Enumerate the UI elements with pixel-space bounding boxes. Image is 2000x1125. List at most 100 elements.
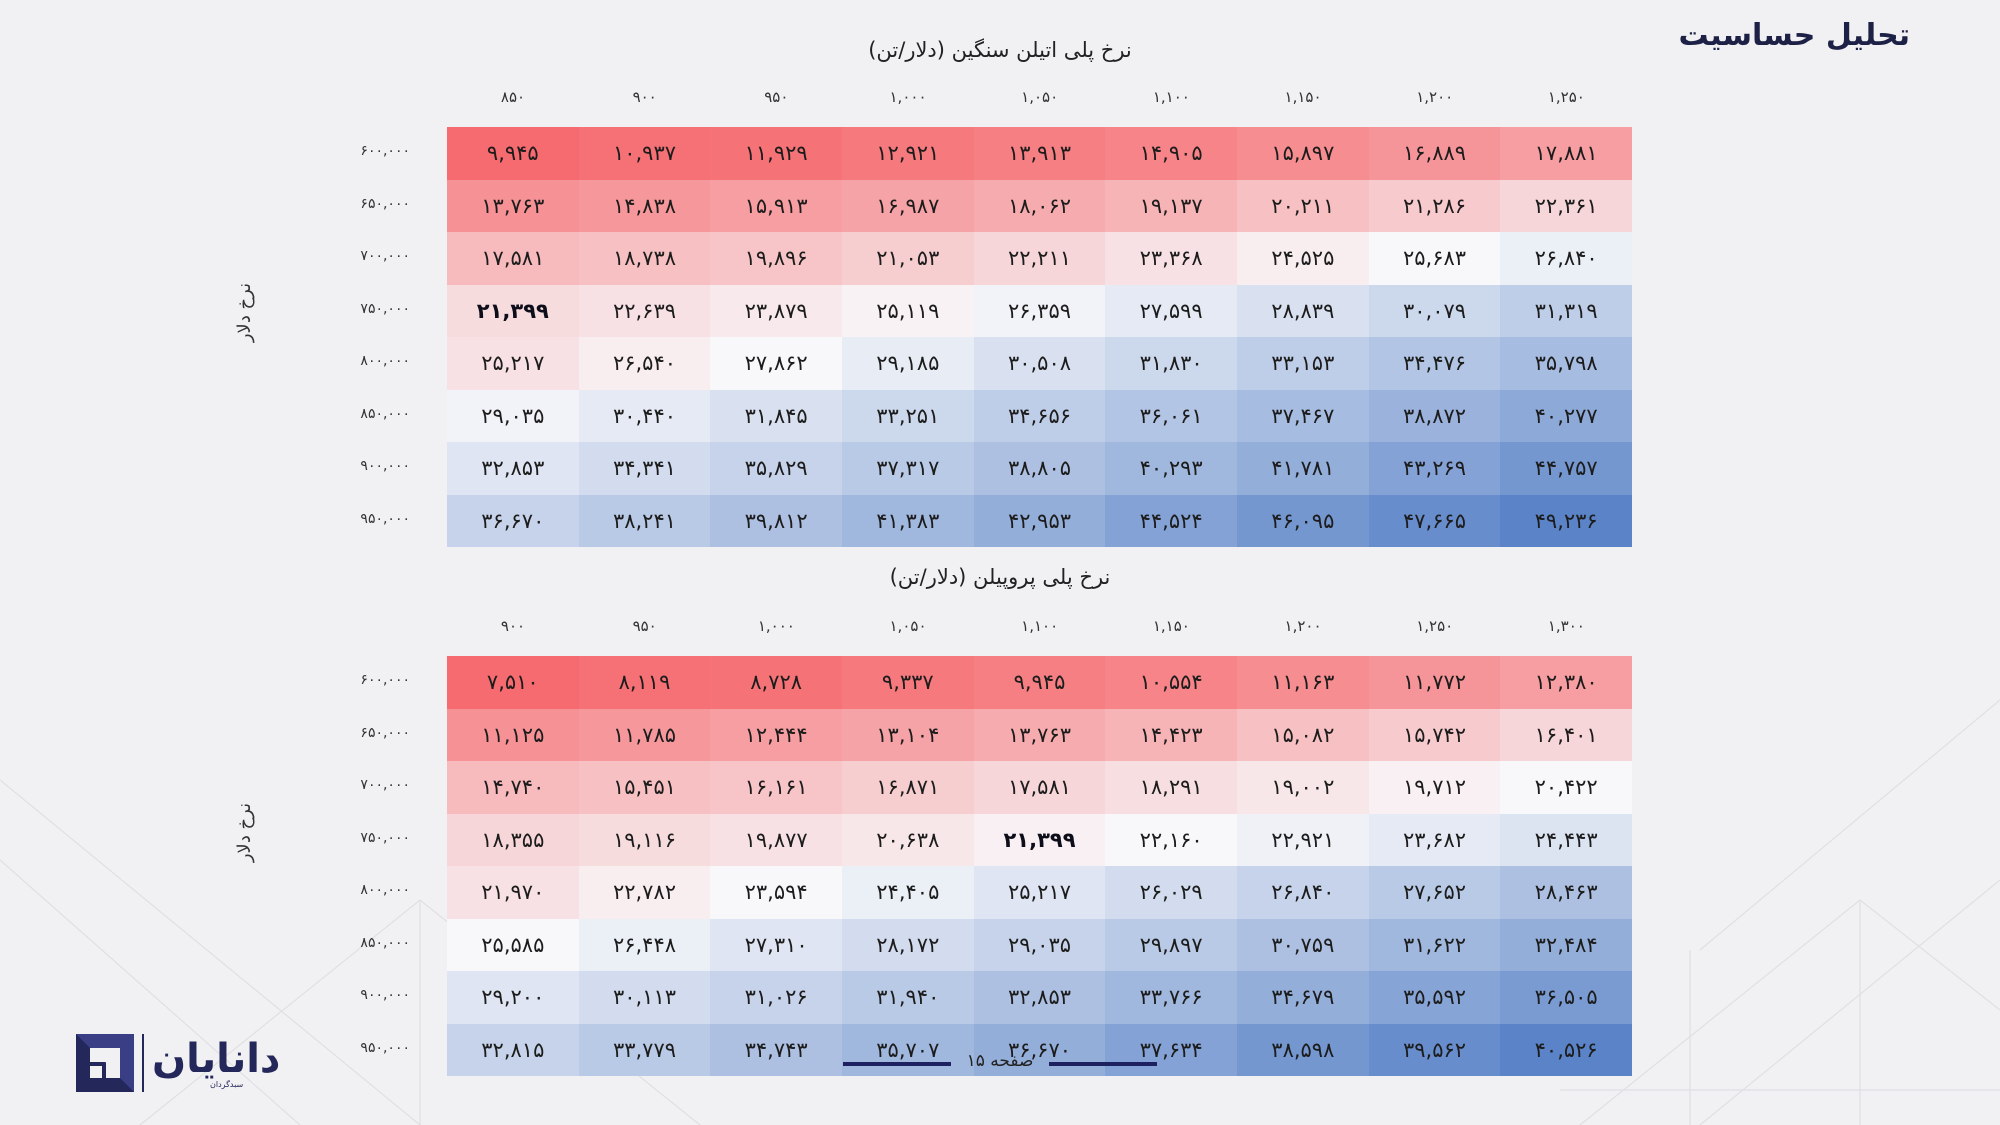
table-cell: ۳۱,۳۱۹ — [1500, 284, 1633, 337]
table-cell: ۱۶,۹۸۷ — [842, 179, 974, 232]
table-cell: ۱۴,۴۲۳ — [1105, 708, 1237, 761]
table-cell: ۳۳,۷۶۶ — [1105, 971, 1237, 1024]
table-cell: ۱۰,۹۳۷ — [578, 127, 711, 180]
table-cell: ۱۶,۴۰۱ — [1500, 708, 1633, 761]
table-cell: ۴۶,۰۹۵ — [1237, 494, 1369, 547]
table-cell: ۲۲,۱۶۰ — [1105, 813, 1237, 866]
table-title: نرخ پلی اتیلن سنگین (دلار/تن) — [868, 38, 1132, 62]
table-cell: ۱۵,۹۱۳ — [710, 179, 842, 232]
table-cell: ۱۹,۷۱۲ — [1368, 761, 1501, 814]
table-cell: ۴۰,۲۷۷ — [1500, 389, 1633, 442]
table-cell: ۲۲,۷۸۲ — [578, 866, 711, 919]
row-header: ۶۰۰,۰۰۰ — [360, 672, 410, 688]
column-header: ۱,۰۵۰ — [889, 617, 927, 635]
table-cell: ۲۶,۸۴۰ — [1500, 232, 1633, 285]
table-cell: ۲۳,۳۶۸ — [1105, 232, 1237, 285]
table-cell: ۲۹,۸۹۷ — [1105, 918, 1237, 971]
table-cell: ۲۳,۸۷۹ — [710, 284, 842, 337]
table-cell: ۳۷,۶۳۴ — [1105, 1023, 1237, 1076]
table-cell: ۱۷,۸۸۱ — [1500, 127, 1633, 180]
row-header: ۷۰۰,۰۰۰ — [360, 248, 410, 264]
row-header: ۸۰۰,۰۰۰ — [360, 882, 410, 898]
column-header: ۱,۱۰۰ — [1152, 88, 1190, 106]
table-cell: ۳۴,۷۴۳ — [710, 1023, 842, 1076]
column-header: ۹۵۰ — [764, 88, 789, 106]
table-cell: ۱۲,۴۴۴ — [710, 708, 842, 761]
table-cell: ۳۴,۶۷۹ — [1237, 971, 1369, 1024]
table-cell: ۲۰,۶۳۸ — [842, 813, 974, 866]
table-cell: ۱۱,۱۶۳ — [1237, 656, 1369, 709]
table-cell: ۲۵,۱۱۹ — [842, 284, 974, 337]
row-header: ۹۵۰,۰۰۰ — [360, 510, 410, 527]
table-cell: ۱۷,۵۸۱ — [973, 761, 1106, 814]
table-cell: ۴۹,۲۳۶ — [1500, 494, 1633, 547]
table-cell: ۲۶,۰۲۹ — [1105, 866, 1237, 919]
table-grid: ۷,۵۱۰ ۸,۱۱۹ ۸,۷۲۸ ۹,۳۳۷ ۹,۹۴۵ ۱۰,۵۵۴ ۱۱,۱۶۳ ۱۱,… — [447, 656, 1633, 1076]
table-cell: ۳۶,۵۰۵ — [1500, 971, 1633, 1024]
table-cell: ۱۱,۱۲۵ — [447, 708, 579, 761]
table-cell: ۳۳,۷۷۹ — [578, 1023, 711, 1076]
table-cell: ۳۲,۸۵۳ — [447, 442, 579, 495]
table-cell: ۳۰,۴۴۰ — [578, 389, 711, 442]
table-cell: ۳۶,۶۷۰ — [973, 1023, 1106, 1076]
table-cell: ۲۸,۸۳۹ — [1237, 284, 1369, 337]
logo-tagline: سبدگردان — [210, 1080, 244, 1089]
row-header: ۸۵۰,۰۰۰ — [360, 405, 410, 422]
column-header: ۱,۱۵۰ — [1152, 617, 1190, 635]
table-cell: ۱۱,۷۸۵ — [578, 708, 711, 761]
table-cell: ۱۲,۹۲۱ — [842, 127, 974, 180]
table-cell: ۱۵,۷۴۲ — [1368, 708, 1501, 761]
table-cell: ۲۲,۲۱۱ — [973, 232, 1106, 285]
table-cell: ۳۶,۶۷۰ — [447, 494, 579, 547]
logo-wordmark: دانایان — [152, 1036, 281, 1082]
table-cell: ۳۸,۲۴۱ — [578, 494, 711, 547]
table-cell: ۲۱,۳۹۹ — [973, 813, 1106, 866]
table-cell: ۳۸,۸۰۵ — [973, 442, 1106, 495]
row-header: ۷۵۰,۰۰۰ — [360, 829, 410, 846]
table-cell: ۱۹,۱۳۷ — [1105, 179, 1237, 232]
table-cell: ۲۶,۸۴۰ — [1237, 866, 1369, 919]
row-header: ۶۰۰,۰۰۰ — [360, 143, 410, 159]
page-number: صفحه ۱۵ — [966, 1051, 1034, 1071]
table-cell: ۴۰,۲۹۳ — [1105, 442, 1237, 495]
table-cell: ۲۲,۶۳۹ — [578, 284, 711, 337]
table-cell: ۱۵,۰۸۲ — [1237, 708, 1369, 761]
table-cell: ۲۹,۰۳۵ — [973, 918, 1106, 971]
column-header: ۸۵۰ — [500, 88, 526, 106]
table-cell: ۲۰,۴۲۲ — [1500, 761, 1633, 814]
table-cell: ۲۵,۲۱۷ — [973, 866, 1106, 919]
table-cell: ۳۴,۳۴۱ — [578, 442, 711, 495]
table-cell: ۱۵,۴۵۱ — [578, 761, 711, 814]
page-title: تحلیل حساسیت — [1678, 18, 1910, 53]
table-cell: ۲۷,۸۶۲ — [710, 337, 842, 390]
column-header: ۱,۰۰۰ — [889, 88, 927, 106]
row-header: ۸۰۰,۰۰۰ — [360, 353, 410, 369]
table-cell: ۱۳,۹۱۳ — [973, 127, 1106, 180]
table-cell: ۲۸,۴۶۳ — [1500, 866, 1633, 919]
table-cell: ۱۱,۹۲۹ — [710, 127, 842, 180]
table-cell: ۱۸,۷۳۸ — [578, 232, 711, 285]
table-cell: ۱۰,۵۵۴ — [1105, 656, 1237, 709]
table-cell: ۱۹,۰۰۲ — [1237, 761, 1369, 814]
table-cell: ۴۱,۷۸۱ — [1237, 442, 1369, 495]
table-cell: ۱۲,۳۸۰ — [1500, 656, 1633, 709]
column-header: ۱,۱۰۰ — [1021, 617, 1059, 635]
table-cell: ۹,۳۳۷ — [842, 656, 974, 709]
column-header: ۱,۰۰۰ — [757, 617, 795, 635]
table-cell: ۱۹,۱۱۶ — [578, 813, 711, 866]
row-header: ۹۰۰,۰۰۰ — [360, 458, 410, 474]
table-cell: ۱۴,۷۴۰ — [447, 761, 579, 814]
table-cell: ۲۵,۲۱۷ — [447, 337, 579, 390]
row-header: ۹۵۰,۰۰۰ — [360, 1039, 410, 1056]
table-cell: ۳۱,۹۴۰ — [842, 971, 974, 1024]
table-cell: ۳۵,۷۹۸ — [1500, 337, 1633, 390]
table-cell: ۲۰,۲۱۱ — [1237, 179, 1369, 232]
table-cell: ۳۵,۸۲۹ — [710, 442, 842, 495]
table-cell: ۱۹,۸۹۶ — [710, 232, 842, 285]
column-header: ۹۵۰ — [632, 617, 657, 635]
danayan-logo-icon — [76, 1034, 144, 1092]
row-header: ۶۵۰,۰۰۰ — [360, 724, 410, 741]
row-header: ۷۵۰,۰۰۰ — [360, 300, 410, 317]
table-cell: ۱۴,۹۰۵ — [1105, 127, 1237, 180]
table-cell: ۴۳,۲۶۹ — [1368, 442, 1501, 495]
